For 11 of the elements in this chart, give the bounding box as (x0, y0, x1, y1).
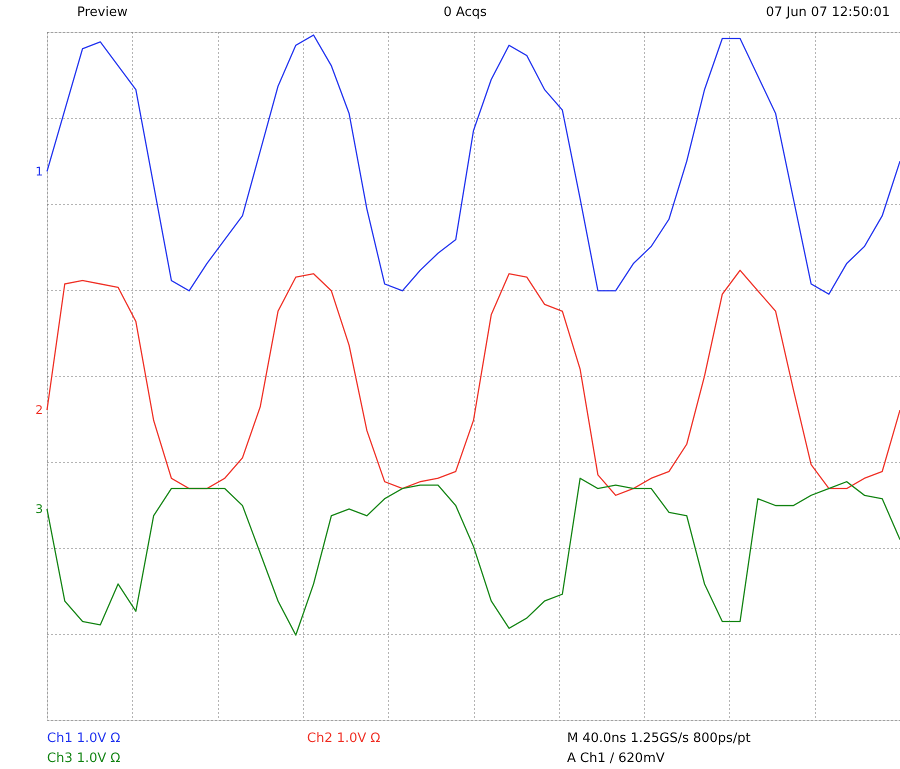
text: A Ch1 / 620mV (567, 751, 665, 766)
text: Ch1 1.0V Ω (47, 731, 120, 746)
text: Ch3 1.0V Ω (47, 751, 120, 766)
series-label: 2 (35, 403, 43, 418)
text: Ch2 1.0V Ω (307, 731, 380, 746)
series-label: 3 (35, 502, 43, 516)
text: M 40.0ns 1.25GS/s 800ps/pt (567, 731, 751, 746)
text: 0 Acqs (444, 5, 487, 20)
text: Preview (77, 5, 128, 20)
text: 07 Jun 07 12:50:01 (766, 5, 890, 20)
series-label: 1 (35, 164, 43, 178)
